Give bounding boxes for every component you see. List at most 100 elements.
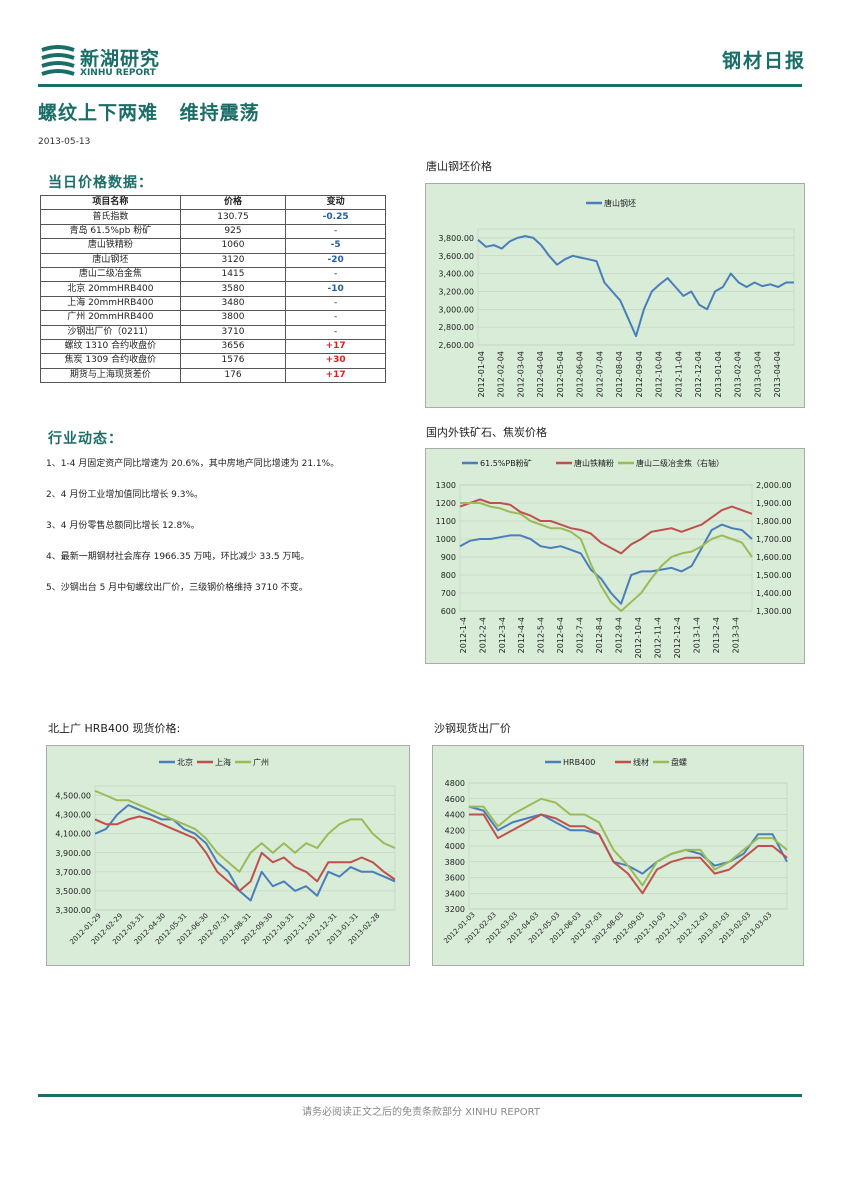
x-tick-label: 2012-8-4 (595, 617, 604, 653)
legend-label: 上海 (215, 757, 231, 767)
y-tick-label: 800 (441, 571, 456, 580)
y-tick-label: 3,800.00 (438, 234, 474, 243)
price-cell: 1060 (179, 238, 287, 254)
y-tick-label: 2,800.00 (438, 323, 474, 332)
y-tick-label: 700 (441, 589, 456, 598)
y-right-tick-label: 1,400.00 (756, 589, 792, 598)
x-tick-label: 2012-9-4 (615, 617, 624, 653)
legend-label: HRB400 (563, 758, 595, 767)
x-tick-label: 2012-1-4 (459, 617, 468, 653)
price-cell: 1415 (179, 266, 287, 283)
x-tick-label: 2012-4-4 (517, 617, 526, 653)
change-cell: -20 (285, 252, 386, 268)
x-tick-label: 2013-2-4 (712, 617, 721, 653)
table-row: 北京 20mmHRB400 3580 -10 (40, 281, 386, 297)
table-row: 唐山铁精粉 1060 -5 (40, 238, 386, 254)
list-item: 3、4 月份零售总额同比增长 12.8%。 (46, 521, 200, 531)
x-tick-label: 2012-12-4 (673, 617, 682, 658)
y-tick-label: 4800 (445, 779, 465, 788)
item-name-cell: 普氏指数 (40, 209, 181, 225)
legend-label: 北京 (177, 757, 193, 767)
y-tick-label: 3,500.00 (55, 887, 91, 896)
x-tick-label: 2013-03-04 (753, 351, 762, 398)
y-tick-label: 4,500.00 (55, 792, 91, 801)
series-line-2 (469, 813, 788, 895)
item-name-cell: 期货与上海现货差价 (40, 367, 181, 384)
x-tick-label: 2013-04-04 (773, 351, 782, 398)
item-name-cell: 广州 20mmHRB400 (40, 310, 181, 326)
x-tick-label: 2012-10-4 (634, 617, 643, 658)
x-tick-label: 2012-07-04 (595, 351, 604, 398)
y-tick-label: 4600 (445, 795, 465, 804)
series-line-1 (94, 804, 396, 902)
billet-price-chart: 3,800.00 3,600.00 3,400.00 3,200.00 3,000.00… (425, 183, 805, 408)
y-right-tick-label: 2,000.00 (756, 481, 792, 490)
ore-coke-chart-caption: 国内外铁矿石、焦炭价格 (426, 426, 547, 439)
y-right-tick-label: 1,900.00 (756, 499, 792, 508)
table-row: 螺纹 1310 合约收盘价 3656 +17 (40, 338, 386, 355)
y-tick-label: 900 (441, 553, 456, 562)
report-title: 螺纹上下两难 维持震荡 (38, 102, 260, 124)
news-list: 1、1-4 月固定资产同比增速为 20.6%，其中房地产同比增速为 21.1%。… (46, 456, 426, 596)
change-cell: +17 (285, 367, 386, 384)
x-tick-label: 2013-1-4 (692, 617, 701, 653)
change-cell: - (285, 266, 386, 283)
legend-label: 唐山铁精粉 (574, 458, 614, 468)
y-tick-label: 3,700.00 (55, 868, 91, 877)
x-tick-label: 2012-08-04 (615, 351, 624, 398)
ore-coke-price-chart: 1300 1200 1100 1000 900 800 700 600 2,000.00 1,90… (425, 448, 805, 664)
y-tick-label: 3800 (445, 858, 465, 867)
x-tick-label: 2012-11-4 (654, 617, 663, 658)
table-row: 焦炭 1309 合约收盘价 1576 +30 (40, 353, 386, 369)
item-name-cell: 沙钢出厂价（0211） (40, 324, 181, 340)
item-name-cell: 青岛 61.5%pb 粉矿 (40, 223, 181, 240)
y-right-tick-label: 1,800.00 (756, 517, 792, 526)
table-row: 沙钢出厂价（0211） 3710- (40, 324, 386, 340)
price-cell: 176 (179, 367, 287, 384)
item-name-cell: 唐山铁精粉 (40, 238, 181, 254)
y-tick-label: 1100 (436, 517, 456, 526)
report-date: 2013-05-13 (38, 137, 91, 147)
y-right-tick-label: 1,500.00 (756, 571, 792, 580)
list-item: 5、沙钢出台 5 月中旬螺纹出厂价，三级钢价格维持 3710 不变。 (46, 583, 308, 593)
change-cell: +30 (285, 353, 386, 369)
price-cell: 925 (179, 223, 287, 240)
y-tick-label: 1300 (436, 481, 456, 490)
y-right-tick-label: 1,600.00 (756, 553, 792, 562)
brand-name: 新湖研究 (80, 48, 161, 70)
change-cell: -5 (285, 238, 386, 254)
change-cell: -0.25 (285, 209, 386, 225)
y-tick-label: 3,400.00 (438, 270, 474, 279)
price-cell: 3656 (179, 338, 287, 355)
y-tick-label: 3400 (445, 889, 465, 898)
item-name-cell: 焦炭 1309 合约收盘价 (40, 353, 181, 369)
x-tick-label: 2013-02-04 (734, 351, 743, 398)
shagang-price-chart: 4800460044004200400038003600340032002012… (432, 745, 804, 966)
table-row: 普氏指数 130.75 -0.25 (40, 209, 386, 225)
price-cell: 3710 (179, 324, 287, 340)
series-line-3 (460, 502, 753, 612)
billet-chart-caption: 唐山钢坯价格 (426, 160, 492, 173)
y-tick-label: 3200 (445, 905, 465, 914)
news-section-heading: 行业动态： (48, 431, 123, 447)
x-tick-label: 2012-11-04 (674, 351, 683, 398)
y-tick-label: 3,300.00 (55, 906, 91, 915)
footer-disclaimer: 请务必阅读正文之后的免责条款部分 XINHU REPORT (302, 1107, 540, 1118)
legend-label: 61.5%PB粉矿 (480, 458, 532, 468)
y-tick-label: 1000 (436, 535, 456, 544)
plot-area (459, 484, 753, 612)
table-row: 上海 20mmHRB400 3480- (40, 295, 386, 312)
change-cell: +17 (285, 338, 386, 355)
y-right-tick-label: 1,300.00 (756, 607, 792, 616)
x-tick-label: 2012-06-04 (576, 351, 585, 398)
y-right-tick-label: 1,700.00 (756, 535, 792, 544)
legend-label: 广州 (253, 757, 269, 767)
x-tick-label: 2013-01-04 (714, 351, 723, 398)
price-cell: 3480 (179, 295, 287, 312)
x-tick-label: 2012-02-04 (497, 351, 506, 398)
report-type: 钢材日报 (721, 50, 806, 72)
shagang-chart-caption: 沙钢现货出厂价 (434, 722, 511, 735)
item-name-cell: 螺纹 1310 合约收盘价 (40, 338, 181, 355)
price-cell: 1576 (179, 353, 287, 369)
y-tick-label: 3,000.00 (438, 305, 474, 314)
